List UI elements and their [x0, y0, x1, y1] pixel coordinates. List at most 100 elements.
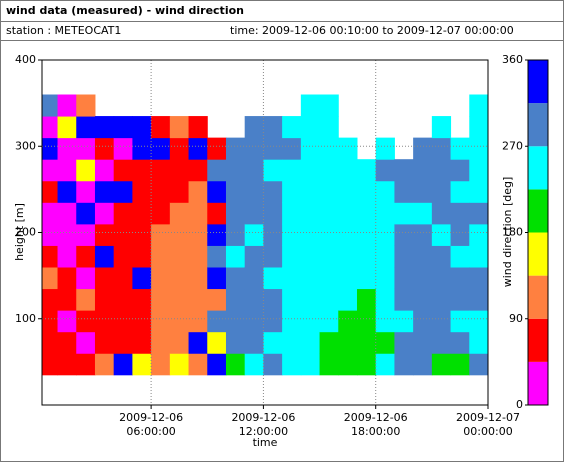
- cell: [394, 180, 414, 203]
- cell: [450, 310, 470, 333]
- cell: [300, 288, 321, 311]
- cell: [42, 331, 59, 354]
- cell: [319, 331, 339, 354]
- cell: [57, 94, 77, 117]
- cell: [413, 202, 433, 225]
- cell: [57, 288, 77, 311]
- cell: [338, 223, 358, 246]
- cell: [94, 245, 115, 268]
- cell: [263, 116, 283, 139]
- cell: [76, 331, 96, 354]
- cell: [338, 159, 358, 182]
- cell: [169, 331, 190, 354]
- cell: [132, 223, 152, 246]
- y-tick-label: 100: [15, 312, 36, 325]
- cell: [263, 353, 283, 376]
- cell: [169, 202, 190, 225]
- cell: [225, 223, 246, 246]
- cell: [225, 202, 246, 225]
- cell: [319, 202, 339, 225]
- cell: [188, 310, 208, 333]
- cell: [113, 116, 133, 139]
- cell: [413, 310, 433, 333]
- cell: [76, 180, 96, 203]
- cell: [207, 223, 227, 246]
- station: station : METEOCAT1: [6, 24, 121, 37]
- cell: [151, 116, 171, 139]
- cell: [151, 288, 171, 311]
- cell: [94, 267, 115, 290]
- cell: [375, 310, 395, 333]
- cell: [300, 202, 321, 225]
- cell: [169, 267, 190, 290]
- cell: [469, 223, 488, 246]
- colorbar-tick-label: 0: [516, 398, 523, 411]
- cell: [319, 116, 339, 139]
- cell: [431, 288, 452, 311]
- cell: [57, 245, 77, 268]
- cell: [413, 267, 433, 290]
- cell: [282, 288, 302, 311]
- cell: [282, 137, 302, 160]
- chart-title: wind data (measured) - wind direction: [6, 4, 244, 17]
- cell: [375, 137, 395, 160]
- cell: [450, 331, 470, 354]
- cell: [42, 223, 59, 246]
- cell: [394, 223, 414, 246]
- cell: [76, 353, 96, 376]
- cell: [76, 310, 96, 333]
- cell: [169, 245, 190, 268]
- cell: [282, 245, 302, 268]
- cell: [113, 288, 133, 311]
- cell: [469, 353, 488, 376]
- cell: [356, 267, 377, 290]
- cell: [244, 116, 264, 139]
- cell: [76, 288, 96, 311]
- cell: [450, 245, 470, 268]
- cell: [469, 137, 488, 160]
- cell: [282, 353, 302, 376]
- cell: [356, 310, 377, 333]
- cell: [431, 245, 452, 268]
- cell: [431, 267, 452, 290]
- cell: [207, 310, 227, 333]
- cell: [413, 159, 433, 182]
- cell: [76, 223, 96, 246]
- cell: [356, 180, 377, 203]
- cell: [319, 223, 339, 246]
- cell: [375, 245, 395, 268]
- cell: [132, 137, 152, 160]
- cell: [338, 180, 358, 203]
- cell: [94, 159, 115, 182]
- plot-border: [41, 59, 489, 406]
- cell: [188, 202, 208, 225]
- cell: [282, 331, 302, 354]
- cell: [244, 353, 264, 376]
- cell: [431, 116, 452, 139]
- cell: [151, 310, 171, 333]
- cell: [42, 159, 59, 182]
- cell: [319, 94, 339, 117]
- cell: [151, 202, 171, 225]
- cell: [225, 267, 246, 290]
- cell: [244, 267, 264, 290]
- cell: [263, 137, 283, 160]
- cell: [76, 202, 96, 225]
- cell: [207, 180, 227, 203]
- cell: [356, 331, 377, 354]
- cell: [244, 310, 264, 333]
- cell: [319, 245, 339, 268]
- cell: [207, 137, 227, 160]
- cell: [300, 223, 321, 246]
- cell: [244, 223, 264, 246]
- cell: [263, 267, 283, 290]
- cell: [169, 223, 190, 246]
- cell: [263, 331, 283, 354]
- cell: [57, 267, 77, 290]
- cell: [282, 223, 302, 246]
- cell: [94, 223, 115, 246]
- cell: [450, 267, 470, 290]
- cell: [282, 180, 302, 203]
- cell: [113, 331, 133, 354]
